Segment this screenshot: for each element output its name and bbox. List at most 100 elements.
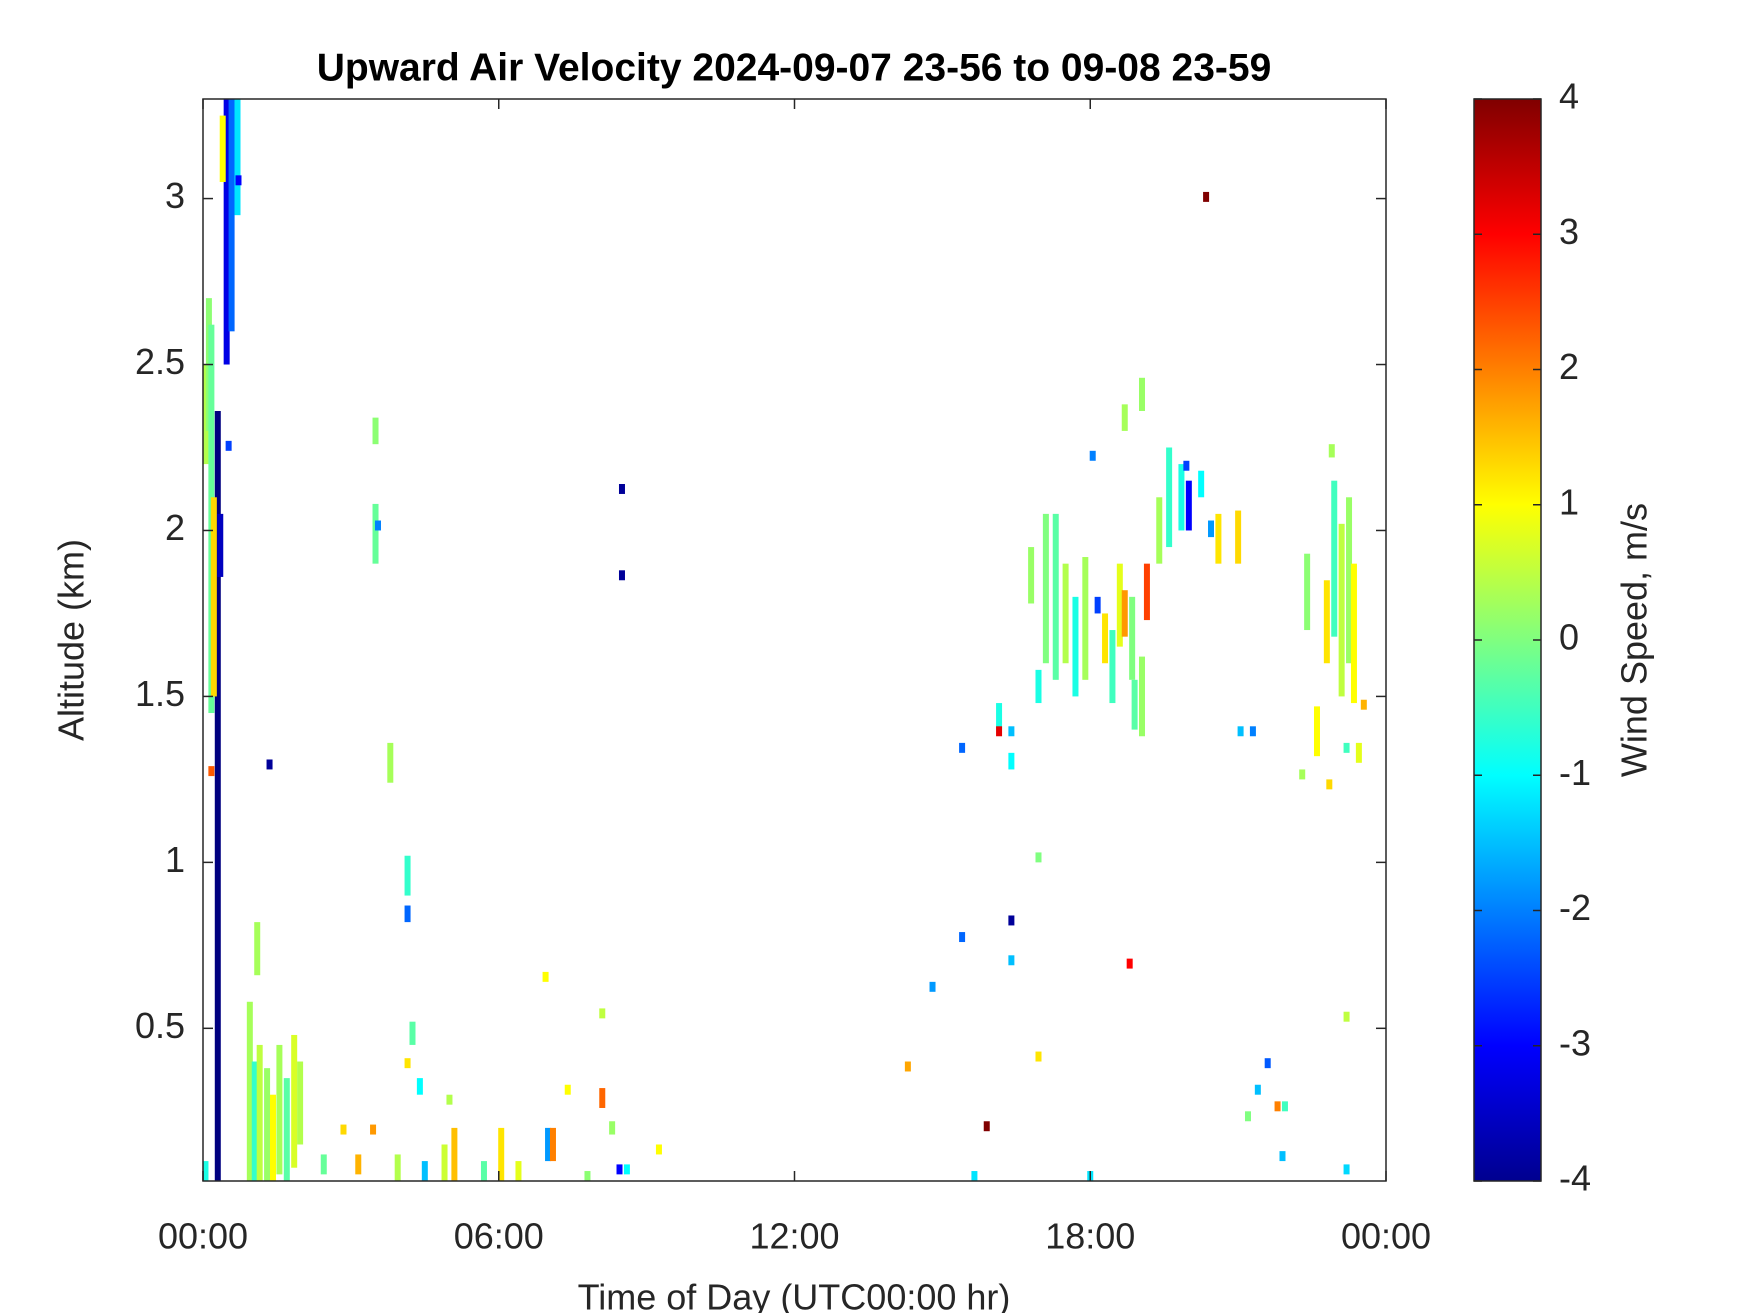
- heatmap-cell: [283, 1078, 290, 1181]
- heatmap-cell: [618, 484, 625, 494]
- heatmap-cell: [404, 905, 411, 923]
- colorbar-tick-label: -3: [1559, 1022, 1591, 1063]
- heatmap-cell: [234, 99, 241, 216]
- heatmap-cell: [616, 1164, 623, 1175]
- heatmap-cell: [1035, 669, 1042, 704]
- heatmap-cell: [609, 1121, 616, 1135]
- colorbar-tick-label: 1: [1559, 481, 1579, 522]
- heatmap-cell: [416, 1078, 423, 1095]
- heatmap-cell: [404, 1058, 411, 1069]
- heatmap-cell: [618, 570, 625, 581]
- x-axis-title: Time of Day (UTC00:00 hr): [578, 1277, 1011, 1313]
- heatmap-cell: [1264, 1058, 1271, 1069]
- heatmap-cell: [549, 1127, 556, 1162]
- heatmap-cell: [1072, 596, 1079, 697]
- heatmap-cell: [1008, 955, 1015, 966]
- heatmap-cell: [1254, 1084, 1261, 1095]
- heatmap-cell: [372, 503, 379, 564]
- heatmap-cell: [246, 1001, 253, 1181]
- heatmap-cell: [228, 99, 235, 332]
- heatmap-cell: [1331, 480, 1338, 637]
- heatmap-cell: [1323, 580, 1330, 664]
- heatmap-cell: [202, 364, 209, 465]
- heatmap-cell: [1139, 377, 1146, 411]
- heatmap-cell: [983, 1121, 990, 1132]
- heatmap-cell: [1094, 596, 1101, 614]
- heatmap-cell: [1139, 656, 1146, 737]
- heatmap-cell: [929, 981, 936, 992]
- heatmap-cell: [1313, 706, 1320, 757]
- heatmap-cell: [1355, 742, 1362, 763]
- heatmap-cell: [441, 1144, 448, 1181]
- heatmap-cell: [254, 922, 261, 976]
- heatmap-cell: [214, 410, 221, 1181]
- heatmap-cell: [219, 115, 226, 182]
- heatmap-cell: [1126, 958, 1133, 969]
- heatmap-cell: [1082, 557, 1089, 680]
- heatmap-cell: [1185, 480, 1192, 531]
- heatmap-cell: [1121, 590, 1128, 637]
- heatmap-cell: [446, 1094, 453, 1105]
- colorbar-tick-label: 4: [1559, 76, 1579, 117]
- y-tick-label: 1.5: [135, 673, 185, 714]
- heatmap-cell: [1343, 1164, 1350, 1175]
- heatmap-cell: [404, 855, 411, 896]
- heatmap-cell: [515, 1161, 522, 1181]
- x-tick-label: 12:00: [749, 1216, 839, 1257]
- heatmap-cell: [210, 497, 217, 697]
- heatmap-cell: [355, 1154, 362, 1175]
- heatmap-cell: [542, 971, 549, 982]
- heatmap-cell: [480, 1161, 487, 1181]
- heatmap-cell: [1062, 563, 1069, 664]
- heatmap-cell: [1089, 450, 1096, 461]
- heatmap-cell: [208, 766, 215, 777]
- heatmap-cell: [297, 1061, 304, 1145]
- heatmap-cell: [1338, 523, 1345, 697]
- heatmap-cell: [1178, 464, 1185, 531]
- y-tick-label: 2.5: [135, 341, 185, 382]
- heatmap-cell: [655, 1144, 662, 1155]
- heatmap-cell: [1328, 444, 1335, 458]
- heatmap-cell: [623, 1164, 630, 1175]
- heatmap-cell: [1208, 520, 1215, 538]
- heatmap-cell: [584, 1171, 591, 1181]
- heatmap-cell: [996, 703, 1003, 730]
- heatmap-cell: [959, 932, 966, 943]
- heatmap-cell: [1299, 769, 1306, 780]
- y-tick-label: 1: [165, 839, 185, 880]
- heatmap-cell: [266, 759, 273, 770]
- colorbar-title: Wind Speed, m/s: [1614, 503, 1655, 777]
- heatmap-cell: [1360, 699, 1367, 710]
- heatmap-cell: [1249, 726, 1256, 737]
- heatmap-cell: [1143, 563, 1150, 621]
- y-tick-label: 3: [165, 175, 185, 216]
- heatmap-cell: [1235, 510, 1242, 564]
- heatmap-cell: [959, 742, 966, 753]
- heatmap-cell: [235, 175, 242, 186]
- colorbar: [1474, 99, 1541, 1181]
- heatmap-cell: [1215, 513, 1222, 564]
- heatmap-cell: [1052, 513, 1059, 680]
- heatmap-cell: [372, 417, 379, 445]
- heatmap-cell: [971, 1171, 978, 1181]
- heatmap-cell: [421, 1161, 428, 1181]
- colorbar-tick-label: -2: [1559, 887, 1591, 928]
- heatmap-cell: [264, 1068, 271, 1181]
- heatmap-cell: [409, 1021, 416, 1045]
- y-axis-title: Altitude (km): [51, 539, 92, 741]
- heatmap-cell: [599, 1008, 606, 1019]
- colorbar-tick-label: 2: [1559, 346, 1579, 387]
- heatmap-cell: [1244, 1111, 1251, 1122]
- heatmap-cell: [251, 1061, 258, 1181]
- x-tick-label: 18:00: [1045, 1216, 1135, 1257]
- heatmap-cell: [1304, 553, 1311, 631]
- heatmap-cell: [276, 1044, 283, 1175]
- heatmap-cell: [1346, 497, 1353, 664]
- heatmap-cell: [202, 1161, 209, 1181]
- heatmap-cell: [291, 1034, 298, 1168]
- heatmap-cell: [394, 1154, 401, 1181]
- heatmap-cell: [1121, 404, 1128, 431]
- heatmap-cell: [1198, 470, 1205, 498]
- heatmap-cell: [1042, 513, 1049, 664]
